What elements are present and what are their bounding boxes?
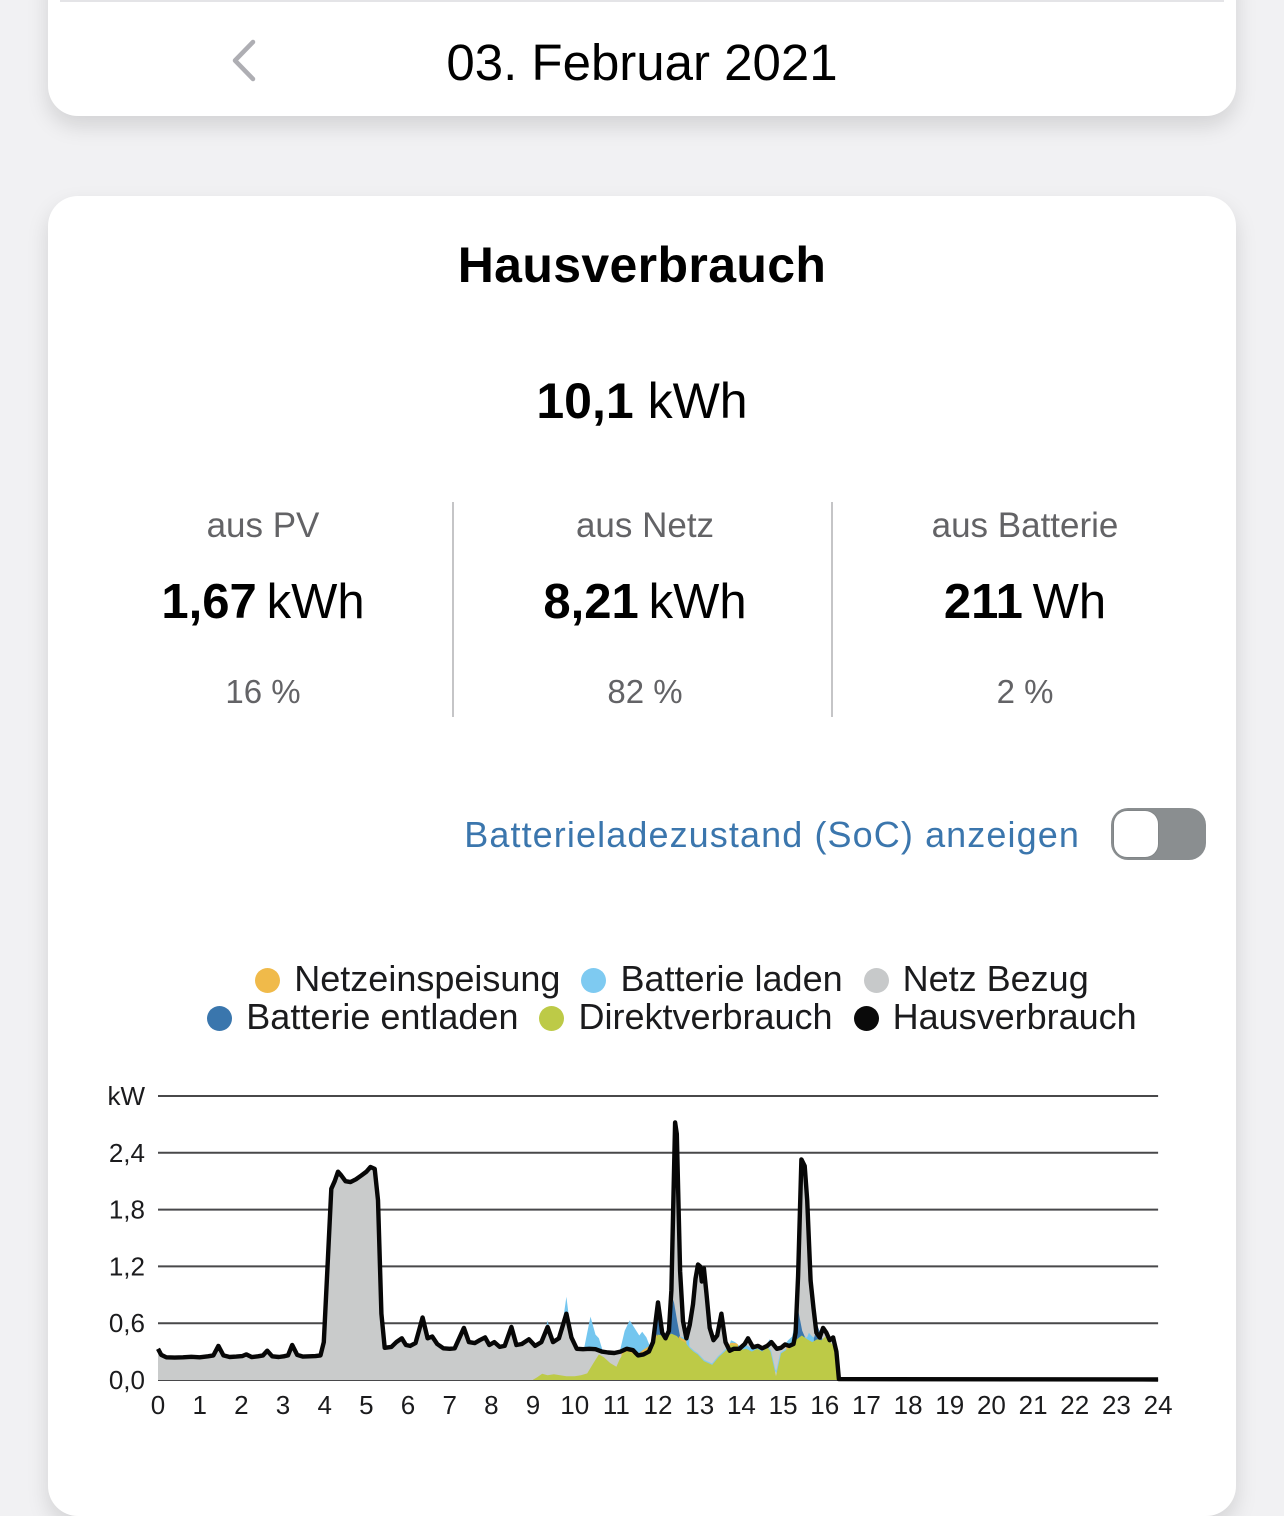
svg-text:5: 5	[359, 1390, 373, 1420]
svg-text:20: 20	[977, 1390, 1006, 1420]
svg-text:14: 14	[727, 1390, 756, 1420]
svg-text:8: 8	[484, 1390, 498, 1420]
svg-text:2: 2	[234, 1390, 248, 1420]
svg-text:19: 19	[935, 1390, 964, 1420]
svg-text:21: 21	[1019, 1390, 1048, 1420]
svg-text:22: 22	[1060, 1390, 1089, 1420]
svg-text:4: 4	[317, 1390, 331, 1420]
svg-text:6: 6	[401, 1390, 415, 1420]
svg-text:18: 18	[894, 1390, 923, 1420]
svg-text:10: 10	[560, 1390, 589, 1420]
svg-text:1,8: 1,8	[109, 1195, 145, 1225]
svg-text:16: 16	[810, 1390, 839, 1420]
svg-text:3: 3	[276, 1390, 290, 1420]
svg-text:kW: kW	[107, 1081, 145, 1111]
svg-text:1,2: 1,2	[109, 1251, 145, 1281]
svg-text:0,0: 0,0	[109, 1365, 145, 1395]
svg-text:17: 17	[852, 1390, 881, 1420]
svg-text:0: 0	[151, 1390, 165, 1420]
svg-text:24: 24	[1144, 1390, 1173, 1420]
svg-text:15: 15	[769, 1390, 798, 1420]
svg-text:11: 11	[603, 1390, 630, 1420]
svg-text:0,6: 0,6	[109, 1308, 145, 1338]
svg-text:7: 7	[442, 1390, 456, 1420]
svg-text:13: 13	[685, 1390, 714, 1420]
svg-text:1: 1	[192, 1390, 206, 1420]
svg-text:2,4: 2,4	[109, 1138, 145, 1168]
svg-text:23: 23	[1102, 1390, 1131, 1420]
svg-text:9: 9	[526, 1390, 540, 1420]
svg-text:12: 12	[644, 1390, 673, 1420]
